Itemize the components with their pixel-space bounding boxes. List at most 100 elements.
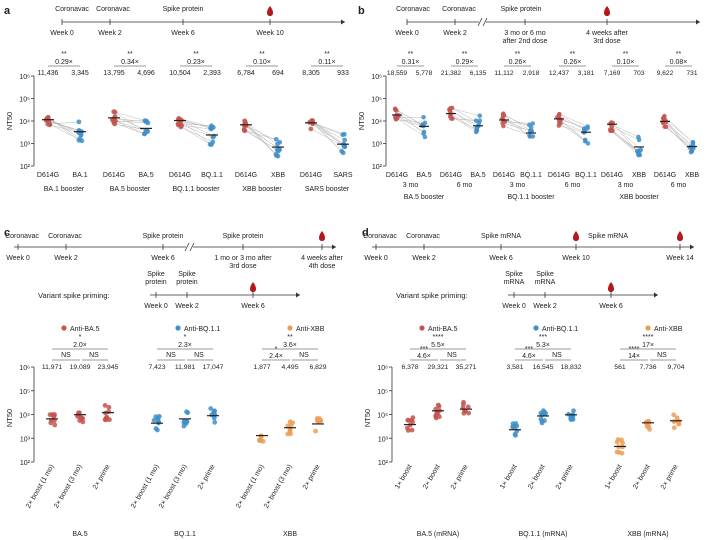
significance-label: NS	[657, 352, 667, 359]
pair-line	[662, 118, 693, 151]
y-tick-label: 10⁶	[19, 74, 30, 81]
y-axis-title: NT50	[363, 409, 372, 427]
pair-line	[178, 124, 211, 145]
y-tick-label: 10²	[372, 164, 383, 171]
label-line: after 2nd dose	[503, 38, 548, 45]
significance-label: **	[408, 51, 414, 58]
pair-line	[559, 114, 585, 130]
gmt-value: 3,181	[578, 70, 595, 77]
data-point	[309, 118, 315, 124]
data-point	[689, 148, 695, 153]
data-point	[313, 428, 318, 434]
legend-marker	[419, 325, 425, 331]
pair-line	[449, 109, 477, 128]
significance-label: **	[676, 51, 682, 58]
x-tick-label: D614G	[37, 172, 59, 179]
data-point	[461, 402, 466, 407]
gmt-value: 23,945	[98, 364, 119, 371]
data-point	[208, 125, 213, 131]
ratio-label: 0.11×	[318, 59, 335, 66]
data-point	[477, 113, 483, 118]
data-point	[660, 119, 666, 125]
pair-line	[396, 114, 425, 133]
data-point	[409, 427, 415, 433]
x-tick-label: D614G	[235, 172, 257, 179]
timeline-week: Week 2	[443, 30, 467, 37]
data-point	[318, 418, 324, 424]
data-point	[339, 148, 345, 154]
pair-line	[47, 121, 79, 125]
data-point	[45, 121, 51, 127]
y-tick-label: 10⁵	[377, 389, 388, 396]
y-tick-label: 10⁶	[371, 74, 382, 81]
significance-label: **	[515, 51, 521, 58]
gmt-value: 11,971	[42, 364, 63, 371]
data-point	[447, 114, 453, 119]
pair-line	[502, 114, 531, 137]
priming-week: Week 0	[502, 303, 526, 310]
priming-event: Spike protein	[145, 271, 167, 286]
y-axis-title: NT50	[357, 112, 366, 130]
y-tick-label: 10³	[20, 436, 31, 443]
group-label: BA.5	[72, 531, 87, 538]
timeline-event: Coronavac	[48, 233, 82, 240]
significance-label: *	[184, 334, 187, 341]
pair-line	[311, 120, 342, 152]
dose-group: **0.10× 6,784 694 D614G XBB XBB booster	[235, 51, 285, 193]
y-tick-label: 10³	[378, 436, 389, 443]
label-line: 4th dose	[309, 263, 336, 270]
dose-group: **0.11× 8,305 933 D614G SARS SARS booster	[300, 51, 353, 193]
data-point	[78, 416, 84, 421]
data-point	[619, 437, 624, 443]
ratio-label: 2.3×	[178, 342, 192, 349]
label-line: Spike	[505, 271, 523, 278]
significance-label: ***	[420, 346, 428, 353]
interval-label: 6 mo	[671, 182, 687, 189]
data-point	[435, 402, 441, 408]
x-tick-label: D614G	[601, 172, 623, 179]
data-point	[644, 419, 649, 425]
label-line: protein	[145, 279, 167, 286]
x-tick-label: XBB	[271, 172, 285, 179]
significance-label: **	[570, 51, 576, 58]
x-tick-label: 2× boost	[527, 463, 547, 490]
data-point	[674, 415, 680, 421]
data-point	[102, 402, 108, 408]
timeline-week: Week 0	[50, 30, 74, 37]
pair-line	[244, 130, 277, 140]
x-tick-label: 2× boost (3 mo)	[53, 464, 84, 510]
data-point	[556, 111, 562, 117]
x-tick-label: 2× boost (1 mo)	[235, 464, 266, 510]
gmt-value: 18,559	[387, 70, 408, 77]
ratio-label: 4.6×	[522, 353, 536, 360]
significance-label: NS	[166, 352, 176, 359]
data-point	[539, 418, 545, 424]
data-point	[474, 126, 479, 132]
data-point	[184, 409, 189, 415]
data-point	[542, 409, 547, 415]
x-tick-label: BA.5	[416, 172, 431, 179]
timeline-week: Week 6	[489, 255, 513, 262]
y-tick-label: 10³	[372, 142, 383, 149]
data-point	[175, 122, 181, 128]
label-line: mRNA	[535, 279, 556, 286]
data-point	[285, 431, 291, 437]
data-point	[76, 410, 82, 416]
significance-label: NS	[89, 352, 99, 359]
priming-event: Spike mRNA	[504, 271, 525, 286]
dose-group: **0.26× 12,437 3,181 D614G BQ.1.1 6 mo	[548, 51, 597, 189]
legend-label: Anti-XBB	[654, 326, 683, 333]
legend-marker	[645, 325, 651, 331]
timeline-arrow-icon	[341, 19, 345, 25]
data-point	[287, 419, 293, 425]
priming-event: Spike mRNA	[535, 271, 556, 286]
blood-drop-icon	[677, 231, 683, 241]
gmt-value: 11,436	[38, 70, 59, 77]
pair-line	[450, 114, 477, 133]
priming-week: Week 6	[599, 303, 623, 310]
booster-label: XBB booster	[619, 194, 659, 201]
label-line: mRNA	[504, 279, 525, 286]
